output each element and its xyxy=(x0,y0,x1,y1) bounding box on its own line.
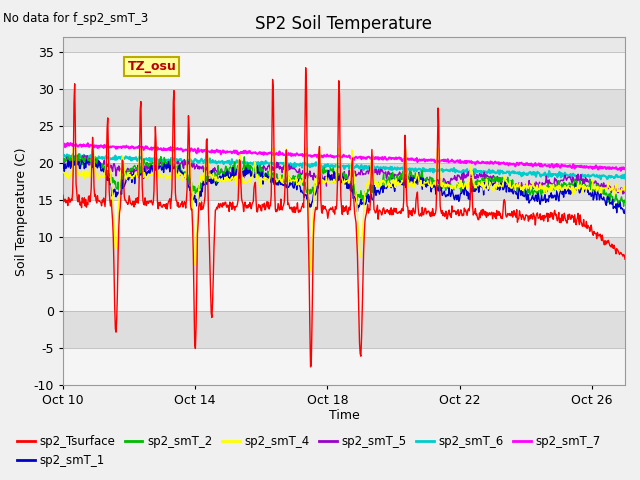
Bar xyxy=(63,163,625,200)
Title: SP2 Soil Temperature: SP2 Soil Temperature xyxy=(255,15,433,33)
Y-axis label: Soil Temperature (C): Soil Temperature (C) xyxy=(15,147,28,276)
Bar xyxy=(63,89,625,126)
X-axis label: Time: Time xyxy=(328,409,359,422)
Bar xyxy=(63,237,625,274)
Bar xyxy=(63,274,625,312)
Bar xyxy=(63,126,625,163)
Text: TZ_osu: TZ_osu xyxy=(127,60,177,73)
Bar xyxy=(63,312,625,348)
Legend: sp2_Tsurface, sp2_smT_1, sp2_smT_2, sp2_smT_4, sp2_smT_5, sp2_smT_6, sp2_smT_7: sp2_Tsurface, sp2_smT_1, sp2_smT_2, sp2_… xyxy=(12,431,605,472)
Bar xyxy=(63,348,625,385)
Bar xyxy=(63,52,625,89)
Text: No data for f_sp2_smT_3: No data for f_sp2_smT_3 xyxy=(3,12,148,25)
Bar xyxy=(63,200,625,237)
